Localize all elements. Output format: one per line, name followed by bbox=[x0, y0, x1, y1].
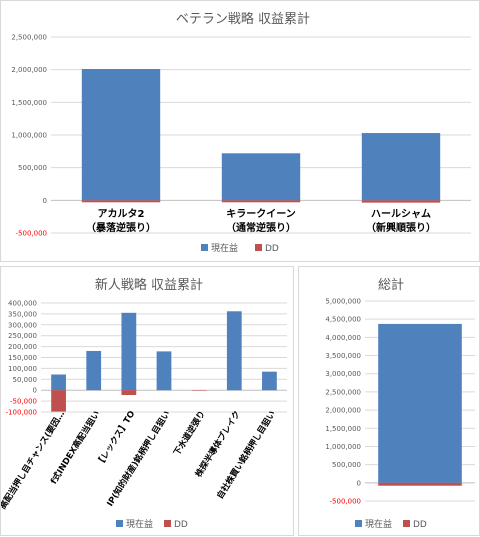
bar-current bbox=[86, 351, 101, 390]
y-tick-label: 1,500,000 bbox=[11, 99, 47, 107]
y-tick-label: 3,500,000 bbox=[325, 352, 361, 360]
y-tick-label: -50,000 bbox=[10, 398, 37, 406]
bar-dd bbox=[222, 200, 300, 202]
legend-label-current: 現在益 bbox=[365, 518, 392, 530]
bar-current bbox=[121, 313, 136, 390]
newcomer-chart: 新人戦略 収益累計 -100,000 -50,000 0 50,000 100,000 1… bbox=[1, 267, 295, 537]
legend-label-dd: DD bbox=[413, 520, 427, 530]
legend-swatch-current bbox=[201, 244, 208, 251]
y-tick-label: 5,000,000 bbox=[325, 298, 361, 306]
chart-title: 新人戦略 収益累計 bbox=[95, 277, 203, 293]
y-tick-label: 100,000 bbox=[8, 365, 37, 373]
x-category-label: 【レックス】TO bbox=[94, 409, 137, 469]
legend-label-current: 現在益 bbox=[126, 518, 153, 530]
y-tick-label: 1,000,000 bbox=[325, 443, 361, 451]
legend-swatch-dd bbox=[403, 520, 410, 527]
legend-label-current: 現在益 bbox=[211, 242, 238, 254]
chart-legend: 現在益 DD bbox=[201, 242, 279, 254]
chart-title: 総計 bbox=[378, 277, 404, 293]
y-tick-label: 50,000 bbox=[13, 376, 38, 384]
veteran-chart-panel: ベテラン戦略 収益累計 -500,000 0 500,000 1,000,000 1,5… bbox=[0, 0, 480, 262]
veteran-chart: ベテラン戦略 収益累計 -500,000 0 500,000 1,000,000 1,5… bbox=[1, 1, 480, 263]
bar-current bbox=[262, 372, 277, 391]
chart-title: ベテラン戦略 収益累計 bbox=[176, 11, 310, 27]
bar-current bbox=[157, 351, 172, 390]
y-tick-label: -500,000 bbox=[330, 498, 361, 506]
legend-label-dd: DD bbox=[174, 520, 188, 530]
x-category-label: 自社株買い銘柄押し目狙い bbox=[215, 409, 278, 501]
x-category-label: キラークイーン bbox=[226, 208, 296, 220]
x-category-label: （通常逆張り） bbox=[226, 221, 296, 234]
bar-dd bbox=[82, 200, 160, 202]
y-tick-label: 4,000,000 bbox=[325, 334, 361, 342]
y-tick-label: 1,500,000 bbox=[325, 425, 361, 433]
y-tick-label: 2,000,000 bbox=[11, 66, 47, 74]
bar-dd bbox=[51, 390, 66, 411]
y-tick-label: -500,000 bbox=[16, 230, 47, 238]
x-category-label: （新興順張り） bbox=[366, 221, 436, 234]
bar-dd bbox=[121, 390, 136, 395]
bar-current bbox=[362, 133, 440, 200]
bar-dd bbox=[362, 200, 440, 202]
newcomer-chart-panel: 新人戦略 収益累計 -100,000 -50,000 0 50,000 100,000 1… bbox=[0, 266, 294, 536]
y-tick-label: 1,000,000 bbox=[11, 132, 47, 140]
bar-current bbox=[227, 311, 242, 390]
chart-legend: 現在益 DD bbox=[116, 518, 188, 530]
y-tick-label: 0 bbox=[33, 387, 37, 395]
y-tick-label: 500,000 bbox=[18, 164, 47, 172]
y-tick-label: 500,000 bbox=[332, 461, 361, 469]
legend-swatch-dd bbox=[255, 244, 262, 251]
y-tick-label: 200,000 bbox=[8, 343, 37, 351]
x-category-label: 高配当押し目チャンス(要因… bbox=[1, 409, 67, 512]
x-category-label: 下水道逆張り bbox=[171, 409, 207, 458]
bar-dd bbox=[378, 483, 462, 486]
x-category-label: ハールシャム bbox=[371, 208, 431, 220]
y-tick-label: 4,500,000 bbox=[325, 316, 361, 324]
y-tick-label: 300,000 bbox=[8, 321, 37, 329]
y-tick-label: 400,000 bbox=[8, 300, 37, 308]
bar-current bbox=[378, 324, 462, 483]
x-category-label: アカルタ2 bbox=[98, 208, 145, 220]
total-chart: 総計 -500,000 0 500,000 1,000,000 1,500,000 2,0… bbox=[299, 267, 480, 537]
legend-label-dd: DD bbox=[265, 244, 279, 254]
y-tick-label: 2,500,000 bbox=[11, 34, 47, 42]
bar-current bbox=[82, 69, 160, 200]
y-tick-label: 2,000,000 bbox=[325, 407, 361, 415]
legend-swatch-current bbox=[116, 520, 123, 527]
legend-swatch-current bbox=[355, 520, 362, 527]
bar-current bbox=[222, 153, 300, 200]
y-tick-label: 350,000 bbox=[8, 310, 37, 318]
y-tick-label: -100,000 bbox=[6, 409, 37, 417]
y-tick-label: 250,000 bbox=[8, 332, 37, 340]
y-tick-label: 150,000 bbox=[8, 354, 37, 362]
total-chart-panel: 総計 -500,000 0 500,000 1,000,000 1,500,000 2,0… bbox=[298, 266, 480, 536]
y-tick-label: 2,500,000 bbox=[325, 388, 361, 396]
chart-legend: 現在益 DD bbox=[355, 518, 427, 530]
y-tick-label: 0 bbox=[43, 197, 47, 205]
y-tick-label: 0 bbox=[357, 479, 361, 487]
x-category-label: （暴落逆張り） bbox=[86, 221, 156, 234]
y-tick-label: 3,000,000 bbox=[325, 370, 361, 378]
legend-swatch-dd bbox=[164, 520, 171, 527]
x-category-label: IP(知的財産)銘柄押し目狙い bbox=[105, 409, 173, 509]
bar-current bbox=[51, 375, 66, 391]
